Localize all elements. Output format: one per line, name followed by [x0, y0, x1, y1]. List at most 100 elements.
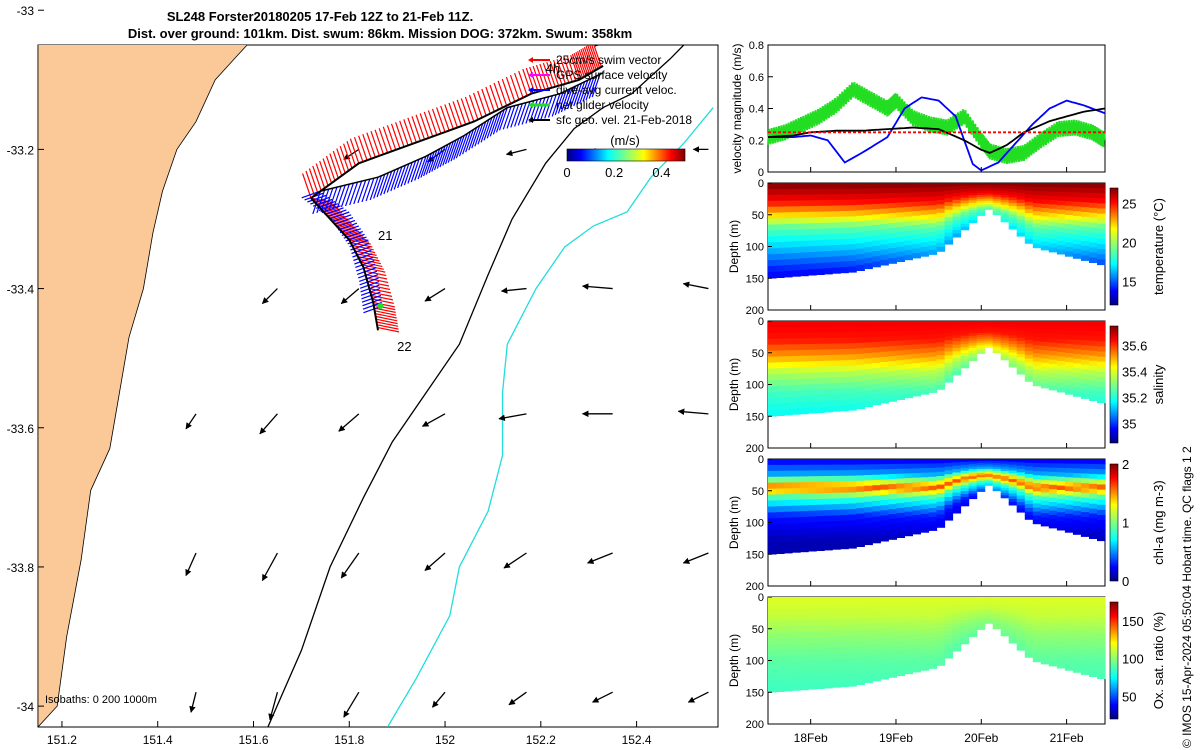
section-cell [1072, 506, 1082, 512]
section-cell [1080, 492, 1090, 499]
section-cell [984, 202, 994, 205]
section-cell [824, 321, 833, 328]
section-cell [872, 495, 881, 502]
section-cell [912, 349, 921, 355]
section-cell [800, 511, 809, 518]
section-cell [1032, 479, 1042, 484]
section-cell [1008, 335, 1018, 339]
section-cell [1048, 605, 1058, 611]
section-cell [1072, 524, 1082, 531]
section-cell [1032, 605, 1042, 610]
section-cell [808, 510, 817, 517]
section-cell [864, 215, 873, 221]
section-cell [824, 544, 833, 551]
section-cell [1008, 321, 1018, 325]
section-cell [1000, 330, 1010, 334]
section-cell [1000, 621, 1010, 625]
current-vector-in-5-13 [591, 74, 601, 98]
section-cell [1000, 328, 1010, 332]
velocity-series-1 [768, 96, 1106, 172]
section-cell [1016, 478, 1026, 483]
section-cell [816, 625, 825, 632]
swim-vector-out-3-1 [468, 94, 479, 120]
section-cell [1064, 504, 1074, 510]
section-cell [936, 618, 946, 624]
section-cell [976, 597, 986, 600]
section-cell [872, 459, 881, 465]
section-cell [1064, 638, 1074, 644]
section-cell [936, 476, 946, 481]
section-cell [920, 619, 930, 625]
section-cell [848, 337, 857, 344]
swim-vector-out-2-2 [415, 114, 426, 140]
section-cell [928, 663, 938, 669]
section-cell [1072, 615, 1082, 622]
section-cell [1097, 632, 1106, 639]
section-cell [904, 364, 913, 370]
section-cell [1008, 200, 1018, 204]
geo-vector-30 [189, 692, 197, 713]
section-cell [952, 506, 962, 511]
section-cell [912, 243, 921, 250]
section-cell [784, 470, 793, 478]
swim-vector-out-5-10 [587, 45, 597, 71]
section-cell [1008, 628, 1018, 632]
section-cell [840, 183, 849, 190]
section-cell [1072, 491, 1082, 498]
section-cell [1040, 630, 1050, 636]
section-cell [1008, 323, 1018, 328]
section-cell [976, 625, 986, 628]
section-cell [840, 261, 849, 268]
section-cell [1072, 330, 1082, 336]
section-cell [816, 597, 825, 604]
section-cell [856, 678, 865, 685]
section-cell [968, 619, 978, 623]
section-cell [816, 676, 825, 684]
section-cell [832, 608, 841, 615]
section-cell [1024, 369, 1034, 375]
section-cell [1016, 202, 1026, 207]
section-cell [1048, 648, 1058, 654]
section-cell [848, 238, 857, 245]
section-cell [1040, 642, 1050, 648]
section-cell [1056, 601, 1066, 607]
section-cell [776, 380, 785, 387]
section-cell [976, 617, 986, 620]
section-cell [984, 597, 994, 600]
section-cell [992, 334, 1002, 338]
section-cell [1064, 619, 1074, 625]
section-cell [800, 264, 809, 271]
swim-vector-out-1-1 [353, 137, 364, 162]
current-vector-in-5-10 [582, 78, 592, 102]
section-cell [768, 482, 777, 490]
section-cell [896, 256, 905, 262]
section-cell [1048, 243, 1058, 249]
section-cell [864, 231, 873, 237]
section-cell [888, 612, 897, 618]
section-cell [888, 381, 897, 387]
section-cell [832, 194, 841, 201]
section-cell [1080, 459, 1090, 465]
section-cell [1000, 204, 1010, 208]
section-cell [848, 387, 857, 394]
section-cell [792, 385, 801, 392]
section-cell [992, 470, 1002, 474]
section-cell [992, 192, 1002, 196]
swim-vector-out-1-13 [403, 119, 413, 145]
current-vector-in-5-7 [573, 83, 583, 107]
section-cell [920, 321, 930, 327]
section-cell [792, 212, 801, 219]
section-cell [1040, 203, 1050, 209]
section-cell [800, 355, 809, 363]
section-cell [1024, 216, 1034, 222]
section-cell [944, 190, 954, 195]
section-cell [1097, 494, 1106, 501]
section-cell [768, 392, 777, 399]
section-cell [768, 218, 777, 226]
section-cell [1008, 631, 1018, 635]
isobath-200m [267, 45, 685, 727]
swim-vector-south-2-4 [354, 250, 377, 256]
section-cell [1072, 487, 1082, 493]
section-cell [792, 540, 801, 547]
section-cell [920, 380, 930, 386]
